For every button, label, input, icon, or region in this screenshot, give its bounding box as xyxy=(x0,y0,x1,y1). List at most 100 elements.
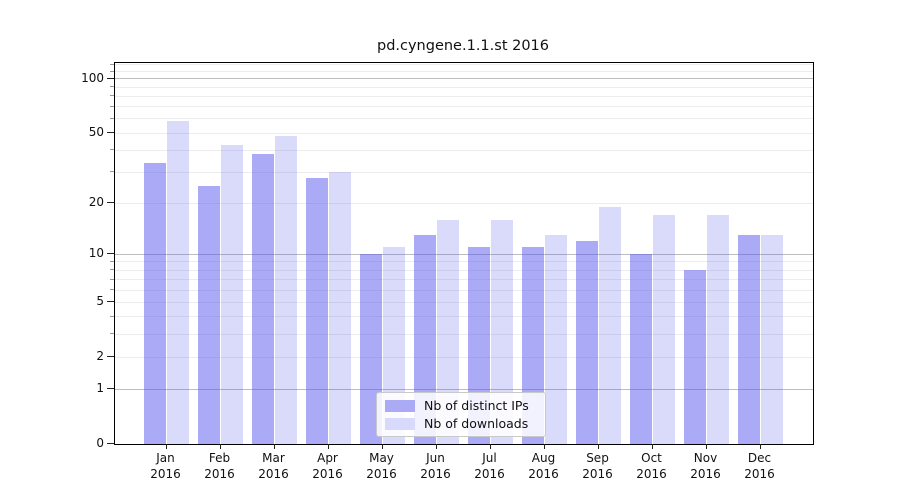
gridline-minor xyxy=(115,172,813,173)
y-minor-tick-90 xyxy=(110,86,114,88)
gridline-minor xyxy=(115,334,813,335)
bar-downloads-dec xyxy=(761,235,783,444)
bar-ips-oct xyxy=(630,254,652,444)
gridline-minor xyxy=(115,150,813,151)
y-minor-tick-6 xyxy=(110,289,114,291)
legend-label-downloads: Nb of downloads xyxy=(424,416,529,431)
y-minor-tick-3 xyxy=(110,333,114,335)
y-tick-label-50: 50 xyxy=(88,125,104,140)
y-tick-label-5: 5 xyxy=(96,294,104,309)
y-tick-1 xyxy=(107,388,114,390)
bar-downloads-mar xyxy=(275,136,297,444)
y-tick-label-0: 0 xyxy=(96,436,104,450)
x-tick-mar xyxy=(273,444,275,449)
y-tick-100 xyxy=(107,77,114,79)
gridline-10 xyxy=(115,254,813,255)
legend-entry-downloads: Nb of downloads xyxy=(385,416,537,431)
x-tick-may xyxy=(381,444,383,449)
y-tick-20 xyxy=(107,202,114,204)
x-tick-label-aug: Aug 2016 xyxy=(528,451,559,481)
y-tick-label-10: 10 xyxy=(88,246,104,261)
y-tick-5 xyxy=(107,301,114,303)
gridline-minor xyxy=(115,270,813,271)
legend-label-distinct-ips: Nb of distinct IPs xyxy=(424,398,529,413)
gridline-20 xyxy=(115,203,813,204)
x-tick-dec xyxy=(759,444,761,449)
y-minor-tick-7 xyxy=(110,278,114,280)
y-tick-2 xyxy=(107,356,114,358)
bar-downloads-jul xyxy=(491,219,513,444)
x-tick-jul xyxy=(489,444,491,449)
y-minor-tick-8 xyxy=(110,269,114,271)
gridline-1 xyxy=(115,389,813,390)
bar-ips-mar xyxy=(252,154,274,444)
y-tick-label-1: 1 xyxy=(96,381,104,396)
y-minor-tick-110 xyxy=(110,70,114,72)
x-tick-aug xyxy=(543,444,545,449)
bar-ips-nov xyxy=(684,270,706,444)
y-minor-tick-120 xyxy=(110,63,114,65)
gridline-minor xyxy=(115,261,813,262)
gridline-2 xyxy=(115,357,813,358)
gridline-100 xyxy=(115,78,813,79)
gridline-50 xyxy=(115,133,813,134)
x-tick-feb xyxy=(219,444,221,449)
bar-downloads-oct xyxy=(653,215,675,444)
gridline-minor xyxy=(115,279,813,280)
gridline-minor xyxy=(115,118,813,119)
y-minor-tick-70 xyxy=(110,105,114,107)
bar-downloads-jan xyxy=(167,121,189,444)
gridline-minor xyxy=(115,87,813,88)
y-minor-tick-40 xyxy=(110,149,114,151)
x-tick-label-jan: Jan 2016 xyxy=(150,451,181,481)
y-minor-tick-9 xyxy=(110,260,114,262)
plot-area: Nb of distinct IPs Nb of downloads xyxy=(114,62,814,445)
x-tick-nov xyxy=(705,444,707,449)
y-tick-10 xyxy=(107,253,114,255)
x-tick-label-feb: Feb 2016 xyxy=(204,451,235,481)
gridline-5 xyxy=(115,302,813,303)
x-tick-label-oct: Oct 2016 xyxy=(636,451,667,481)
x-tick-label-dec: Dec 2016 xyxy=(744,451,775,481)
gridline-minor xyxy=(115,64,813,65)
bar-ips-jun xyxy=(414,235,436,444)
bar-downloads-nov xyxy=(707,215,729,444)
gridline-minor xyxy=(115,106,813,107)
bar-downloads-jun xyxy=(437,219,459,444)
y-tick-50 xyxy=(107,132,114,134)
x-tick-jan xyxy=(165,444,167,449)
x-tick-oct xyxy=(651,444,653,449)
x-tick-label-may: May 2016 xyxy=(366,451,397,481)
x-tick-label-jun: Jun 2016 xyxy=(420,451,451,481)
legend-entry-distinct-ips: Nb of distinct IPs xyxy=(385,398,537,413)
y-tick-label-100: 100 xyxy=(81,70,104,85)
chart-layer xyxy=(115,63,813,444)
x-tick-label-jul: Jul 2016 xyxy=(474,451,505,481)
bar-ips-sep xyxy=(576,241,598,444)
bar-ips-apr xyxy=(306,177,328,444)
x-tick-jun xyxy=(435,444,437,449)
x-tick-sep xyxy=(597,444,599,449)
y-tick-0 xyxy=(107,443,114,444)
gridline-minor xyxy=(115,71,813,72)
bar-ips-jan xyxy=(144,162,166,444)
y-tick-label-2: 2 xyxy=(96,349,104,364)
bar-downloads-aug xyxy=(545,235,567,444)
x-tick-label-nov: Nov 2016 xyxy=(690,451,721,481)
bar-ips-dec xyxy=(738,235,760,444)
bar-downloads-feb xyxy=(221,144,243,444)
gridline-minor xyxy=(115,290,813,291)
y-minor-tick-80 xyxy=(110,95,114,97)
legend-swatch-downloads xyxy=(385,417,415,430)
legend: Nb of distinct IPs Nb of downloads xyxy=(376,392,546,437)
y-minor-tick-4 xyxy=(110,315,114,317)
bar-downloads-sep xyxy=(599,207,621,444)
bar-ips-feb xyxy=(198,186,220,444)
x-tick-apr xyxy=(327,444,329,449)
gridline-minor xyxy=(115,96,813,97)
y-minor-tick-60 xyxy=(110,117,114,119)
legend-swatch-distinct-ips xyxy=(385,399,415,412)
gridline-minor xyxy=(115,316,813,317)
x-tick-label-mar: Mar 2016 xyxy=(258,451,289,481)
y-tick-label-20: 20 xyxy=(88,195,104,210)
